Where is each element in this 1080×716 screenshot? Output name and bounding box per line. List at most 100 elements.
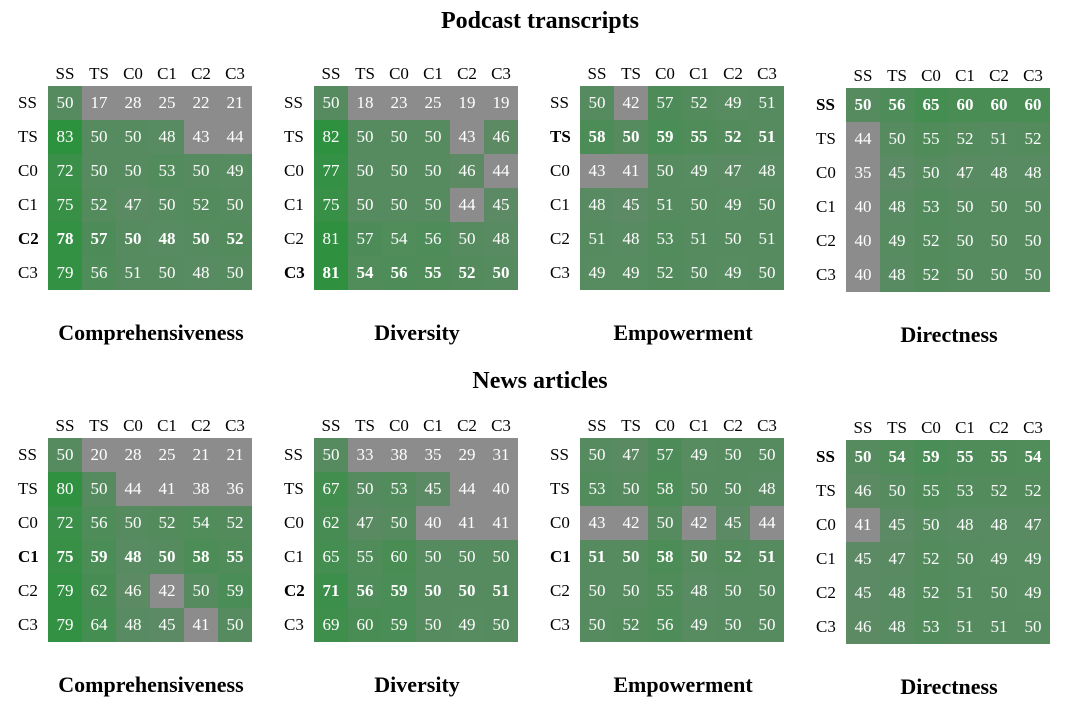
heatmap-cell: 45 [150,608,184,642]
heatmap-cell: 50 [314,438,348,472]
heatmap-cell: 50 [982,224,1016,258]
heatmap-cell: 53 [382,472,416,506]
column-label: C3 [491,64,511,83]
heatmap-cell: 51 [750,120,784,154]
heatmap-cell: 42 [614,86,648,120]
heatmap-title: Empowerment [613,320,753,345]
heatmap-cell: 41 [614,154,648,188]
heatmap-cell: 83 [48,120,82,154]
heatmap-title: Directness [900,322,998,347]
heatmap-cell: 50 [982,258,1016,292]
heatmap-cell: 51 [682,222,716,256]
heatmap-cells: 50 17 28 25 22 21 83 50 50 48 43 44 72 50 50 53 50 49 75 52… [48,86,252,290]
heatmap-cell: 46 [450,154,484,188]
row-label: C2 [284,581,305,600]
heatmap-cell: 60 [948,88,982,122]
column-label: SS [587,64,607,83]
heatmap-cell: 54 [382,222,416,256]
row-label: C2 [816,583,836,602]
heatmap-cell: 49 [880,224,914,258]
heatmap-cell: 50 [750,438,784,472]
column-label: C1 [157,416,177,435]
heatmap-cell: 36 [218,472,252,506]
column-label: C2 [191,64,211,83]
heatmap-cell: 60 [348,608,382,642]
heatmap-cell: 48 [150,222,184,256]
heatmap-cell: 55 [648,574,682,608]
heatmap-cell: 52 [948,122,982,156]
heatmap-cell: 50 [716,608,750,642]
column-label: TS [355,64,375,83]
heatmap-cell: 28 [116,86,150,120]
heatmap-cell: 55 [914,122,948,156]
heatmap-cell: 69 [314,608,348,642]
heatmap-cell: 55 [416,256,450,290]
heatmap-cell: 50 [750,608,784,642]
heatmap-cell: 52 [218,222,252,256]
heatmap-cell: 49 [1016,542,1050,576]
heatmap-cell: 43 [450,120,484,154]
column-label: SS [587,416,607,435]
heatmap-cell: 56 [880,88,914,122]
heatmap-cell: 48 [880,190,914,224]
heatmap-cells: 50 47 57 49 50 50 53 50 58 50 50 48 43 42 50 42 45 44 51 50… [580,438,784,642]
column-label: C1 [955,418,975,437]
heatmap-cell: 42 [614,506,648,540]
row-label: C0 [18,513,38,532]
heatmap-title: Diversity [374,320,460,345]
heatmap-cell: 28 [116,438,150,472]
heatmap-cell: 43 [580,506,614,540]
heatmap-cell: 50 [716,574,750,608]
heatmap-cell: 56 [348,574,382,608]
heatmap-cell: 50 [416,574,450,608]
heatmap-cell: 50 [382,120,416,154]
heatmap-cell: 19 [450,86,484,120]
heatmap-cell: 50 [682,188,716,222]
heatmap-cell: 33 [348,438,382,472]
row-label: C3 [284,615,304,634]
heatmap-cell: 59 [218,574,252,608]
heatmap-cell: 44 [750,506,784,540]
column-label: C2 [723,416,743,435]
row-label: C3 [816,265,836,284]
heatmap-cell: 79 [48,256,82,290]
column-label: C0 [655,64,675,83]
heatmap-cell: 50 [348,472,382,506]
heatmap-cell: 50 [382,154,416,188]
heatmap-cell: 48 [880,576,914,610]
heatmap-cell: 50 [218,256,252,290]
column-label: C2 [723,64,743,83]
heatmap-cell: 80 [48,472,82,506]
row-label: TS [816,129,836,148]
heatmap-cell: 77 [314,154,348,188]
heatmap-cells: 50 42 57 52 49 51 58 50 59 55 52 51 43 41 50 49 47 48 48 45… [580,86,784,290]
heatmap-cell: 41 [846,508,880,542]
heatmap-cell: 40 [846,258,880,292]
row-label: C1 [550,547,571,566]
heatmap-cell: 51 [948,576,982,610]
row-label: C2 [284,229,304,248]
heatmap-cell: 50 [682,256,716,290]
heatmap-cell: 75 [48,188,82,222]
heatmap-cell: 56 [416,222,450,256]
heatmap-cell: 45 [416,472,450,506]
heatmap-cell: 60 [1016,88,1050,122]
column-label: SS [55,64,75,83]
column-label: TS [621,64,641,83]
heatmap-0: SS TS C0 C1 C2 C3 SS TS C0 C1 C2 C3 50 17 28 25 22 21 83 50… [18,64,268,294]
heatmap-cell: 42 [682,506,716,540]
heatmap-cell: 51 [948,610,982,644]
heatmap-cell: 53 [648,222,682,256]
heatmap-cell: 54 [184,506,218,540]
column-label: TS [621,416,641,435]
heatmap-cell: 52 [184,188,218,222]
heatmap-cell: 50 [716,222,750,256]
column-label: TS [887,66,907,85]
column-label: C1 [423,64,443,83]
heatmap-cell: 23 [382,86,416,120]
heatmap-cell: 22 [184,86,218,120]
column-label: C0 [921,66,941,85]
heatmap-cell: 49 [580,256,614,290]
heatmap-cell: 57 [648,86,682,120]
row-label: TS [550,479,570,498]
